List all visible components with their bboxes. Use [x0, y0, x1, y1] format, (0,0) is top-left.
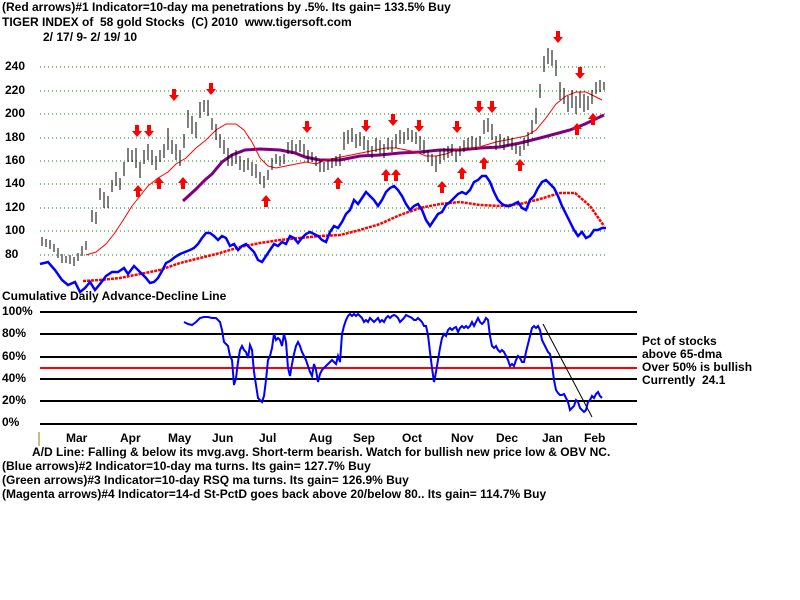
- y-tick-220: 220: [5, 83, 26, 97]
- month-apr: Apr: [120, 431, 141, 445]
- y-tick-180: 180: [5, 130, 26, 144]
- month-dec: Dec: [496, 431, 519, 445]
- y-tick-100pct: 100%: [2, 304, 33, 318]
- ad-line-commentary: A/D Line: Falling & below its mvg.avg. S…: [32, 445, 611, 459]
- note-pct-stocks: Pct of stocks: [642, 334, 717, 348]
- buy-arrows: [133, 113, 598, 207]
- y-tick-120: 120: [5, 200, 26, 214]
- y-tick-40pct: 40%: [2, 371, 27, 385]
- indicator-2-text: (Blue arrows)#2 Indicator=10-day ma turn…: [2, 459, 371, 473]
- month-feb: Feb: [584, 431, 606, 445]
- month-mar: Mar: [66, 431, 88, 445]
- note-above-65dma: above 65-dma: [642, 347, 723, 361]
- note-current: Currently 24.1: [642, 373, 726, 387]
- y-tick-100: 100: [5, 223, 26, 237]
- y-tick-0pct: 0%: [2, 415, 20, 429]
- y-tick-80: 80: [5, 247, 19, 261]
- y-tick-20pct: 20%: [2, 393, 27, 407]
- pct-gridlines: [40, 311, 637, 425]
- month-oct: Oct: [402, 431, 423, 445]
- month-jul: Jul: [259, 431, 277, 445]
- y-tick-80pct: 80%: [2, 326, 27, 340]
- y-tick-140: 140: [5, 176, 26, 190]
- lower-panel-title: Cumulative Daily Advance-Decline Line: [2, 289, 227, 303]
- month-jan: Jan: [542, 431, 563, 445]
- y-tick-160: 160: [5, 153, 26, 167]
- month-aug: Aug: [309, 431, 333, 445]
- sell-arrows: [132, 31, 585, 137]
- y-tick-240: 240: [5, 59, 26, 73]
- date-range: 2/ 17/ 9- 2/ 19/ 10: [43, 30, 138, 44]
- indicator-3-text: (Green arrows)#3 Indicator=10-day RSQ ma…: [2, 473, 409, 487]
- trendline: [542, 323, 593, 418]
- month-nov: Nov: [451, 431, 474, 445]
- y-tick-60pct: 60%: [2, 349, 27, 363]
- price-bars: [41, 48, 605, 266]
- month-may: May: [168, 431, 192, 445]
- ad-line-ma: [82, 191, 606, 283]
- y-tick-200: 200: [5, 106, 26, 120]
- note-bullish: Over 50% is bullish: [642, 360, 753, 374]
- ad-line: [39, 174, 606, 294]
- month-sep: Sep: [353, 431, 376, 445]
- indicator-1-text: (Red arrows)#1 Indicator=10-day ma penet…: [2, 0, 451, 14]
- indicator-4-text: (Magenta arrows)#4 Indicator=14-d St-Pct…: [2, 487, 547, 501]
- pct-above-65dma-line: [183, 312, 603, 414]
- month-jun: Jun: [212, 431, 234, 445]
- ma-65-line: [181, 113, 605, 203]
- chart-title: TIGER INDEX of 58 gold Stocks (C) 2010 w…: [2, 15, 352, 29]
